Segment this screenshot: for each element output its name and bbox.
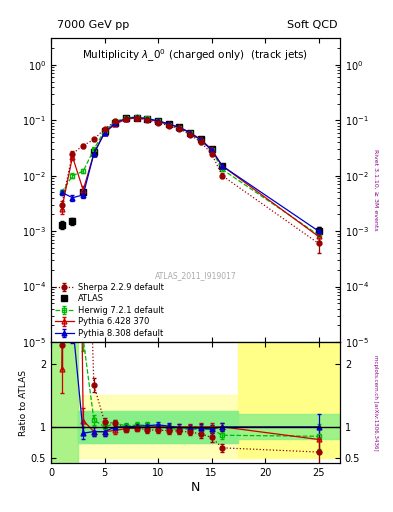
Text: Soft QCD: Soft QCD [288, 20, 338, 31]
ATLAS [166, 121, 171, 127]
Text: ATLAS_2011_I919017: ATLAS_2011_I919017 [154, 271, 237, 280]
Line: ATLAS: ATLAS [59, 115, 321, 234]
ATLAS [188, 130, 193, 136]
Bar [51, 342, 78, 463]
ATLAS [177, 124, 182, 130]
ATLAS [209, 146, 214, 152]
ATLAS [59, 222, 64, 228]
ATLAS [81, 189, 86, 196]
Text: 7000 GeV pp: 7000 GeV pp [57, 20, 129, 31]
Y-axis label: Ratio to ATLAS: Ratio to ATLAS [19, 370, 28, 436]
ATLAS [92, 148, 96, 155]
X-axis label: N: N [191, 481, 200, 494]
ATLAS [70, 218, 75, 224]
Bar [78, 411, 238, 442]
Bar [78, 395, 238, 458]
ATLAS [113, 120, 118, 126]
ATLAS [316, 228, 321, 234]
ATLAS [198, 136, 203, 142]
Bar [51, 342, 78, 463]
Text: Multiplicity $\lambda\_0^0$ (charged only)  (track jets): Multiplicity $\lambda\_0^0$ (charged onl… [83, 48, 309, 64]
Bar [238, 414, 340, 439]
Text: mcplots.cern.ch [arXiv:1306.3436]: mcplots.cern.ch [arXiv:1306.3436] [373, 355, 378, 451]
ATLAS [220, 163, 225, 169]
ATLAS [102, 127, 107, 134]
Text: Rivet 3.1.10, ≥ 3M events: Rivet 3.1.10, ≥ 3M events [373, 150, 378, 231]
ATLAS [134, 115, 139, 121]
Bar [238, 342, 340, 458]
Legend: Sherpa 2.2.9 default, ATLAS, Herwig 7.2.1 default, Pythia 6.428 370, Pythia 8.30: Sherpa 2.2.9 default, ATLAS, Herwig 7.2.… [55, 283, 163, 338]
ATLAS [156, 118, 160, 124]
ATLAS [124, 115, 129, 121]
ATLAS [145, 116, 150, 122]
Bar [78, 411, 238, 442]
